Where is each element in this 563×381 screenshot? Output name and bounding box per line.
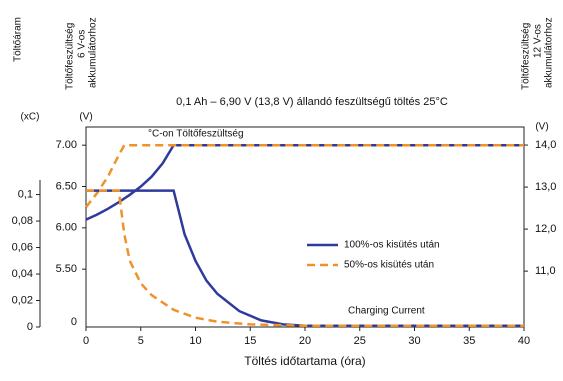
axis-title: Töltőfeszültség xyxy=(521,23,532,90)
y-tick-label: 0,1 xyxy=(18,188,33,200)
y3-tick-label: 14,0 xyxy=(535,139,556,151)
x-tick-label: 35 xyxy=(463,335,475,347)
y3-tick-label: 13,0 xyxy=(535,181,556,193)
y3-tick-label: 11,0 xyxy=(535,265,556,277)
y3-unit: (V) xyxy=(535,122,548,133)
x-tick-label: 15 xyxy=(244,335,256,347)
y-unit: (xC) xyxy=(21,112,40,123)
y3-tick-label: 12,0 xyxy=(535,223,556,235)
series-line xyxy=(85,143,524,208)
y-tick-label: 0,04 xyxy=(12,268,33,280)
axis-title: akkumulátorhoz xyxy=(544,17,555,88)
chart-title: 0,1 Ah – 6,90 V (13,8 V) állandó feszült… xyxy=(176,96,448,108)
x-tick-label: 25 xyxy=(354,335,366,347)
x-tick-label: 10 xyxy=(189,335,201,347)
x-tick-label: 5 xyxy=(138,335,144,347)
y2-tick-label: 6.00 xyxy=(56,222,77,234)
plot-frame xyxy=(85,126,525,328)
annotation: °C-on Töltőfeszültség xyxy=(148,129,244,140)
y-tick-label: 0,06 xyxy=(12,241,33,253)
annotation: Charging Current xyxy=(348,306,425,317)
x-axis-title: Töltés időtartama (óra) xyxy=(244,354,365,368)
x-tick-label: 30 xyxy=(408,335,420,347)
legend-label: 50%-os kisütés után xyxy=(344,260,434,271)
axis-title: akkumulátorhoz xyxy=(88,17,99,88)
series-line xyxy=(86,189,524,327)
axis-title: Töltőfeszültség xyxy=(65,23,76,90)
series-line xyxy=(86,189,524,327)
x-tick-label: 20 xyxy=(299,335,311,347)
legend-label: 100%-os kisütés után xyxy=(344,240,440,251)
series-line xyxy=(85,143,524,221)
axis-title: Töltőáram xyxy=(13,17,24,62)
y2-break-label: 0 xyxy=(71,316,77,328)
x-tick-label: 40 xyxy=(518,335,530,347)
y-tick-label: 0,08 xyxy=(12,215,33,227)
y2-unit: (V) xyxy=(79,112,92,123)
y-tick-label: 0 xyxy=(27,321,33,333)
axis-title: 12 V-os xyxy=(533,24,544,58)
x-tick-label: 0 xyxy=(83,335,89,347)
axis-title: 6 V-os xyxy=(77,30,88,58)
y-tick-label: 0,02 xyxy=(12,294,33,306)
y2-tick-label: 5.50 xyxy=(56,263,77,275)
y2-tick-label: 6.50 xyxy=(56,180,77,192)
y2-tick-label: 7.00 xyxy=(56,139,77,151)
